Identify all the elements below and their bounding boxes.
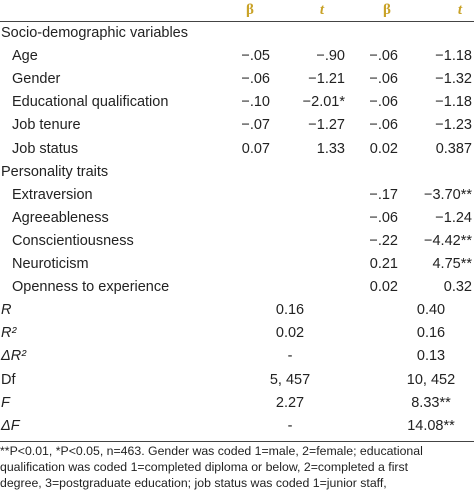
stat-cell: 0.13 xyxy=(416,348,446,365)
stat-label: F xyxy=(1,394,10,411)
cell: −.05 xyxy=(241,48,270,65)
cell: −1.27 xyxy=(308,117,345,134)
cell: 0.21 xyxy=(369,256,398,272)
footnote: degree, 3=postgraduate education; job st… xyxy=(0,476,387,490)
row-label: Neuroticism xyxy=(12,256,89,272)
footer-rule xyxy=(0,441,474,442)
row-label: Educational qualification xyxy=(12,94,169,111)
stat-cell: 2.27 xyxy=(275,394,305,411)
stat-label: R xyxy=(1,302,12,319)
cell: −3.70** xyxy=(424,186,472,203)
cell: −.07 xyxy=(241,117,270,134)
cell: −1.18 xyxy=(435,48,472,65)
stat-cell: 0.40 xyxy=(416,302,446,319)
stat-cell: 8.33** xyxy=(411,394,451,411)
cell: −.06 xyxy=(241,71,270,88)
row-label: Job status xyxy=(12,140,79,157)
cell: 0.32 xyxy=(443,279,472,296)
cell: −.22 xyxy=(369,232,398,249)
cell: −.06 xyxy=(369,117,398,134)
stat-cell: - xyxy=(287,417,293,434)
stat-label: ΔF xyxy=(1,417,20,434)
section-title: Personality traits xyxy=(1,163,109,180)
cell: −1.23 xyxy=(435,117,472,134)
cell: 0.02 xyxy=(369,279,398,296)
cell: 0.07 xyxy=(241,140,270,157)
column-header: t xyxy=(457,2,463,18)
stat-label: Df xyxy=(1,371,16,388)
column-header: β xyxy=(383,2,391,18)
stat-cell: 10, 452 xyxy=(406,371,456,388)
stat-cell: 0.02 xyxy=(275,325,305,342)
cell: −1.24 xyxy=(435,209,472,226)
cell: −2.01* xyxy=(302,94,345,111)
cell: 1.33 xyxy=(316,140,345,157)
cell: 4.75** xyxy=(432,256,472,272)
row-label: Age xyxy=(12,48,38,65)
row-label: Extraversion xyxy=(12,186,93,203)
stat-cell: 0.16 xyxy=(275,302,305,319)
cell: 0.387 xyxy=(435,140,472,157)
stat-cell: - xyxy=(287,348,293,365)
footnote: qualification was coded 1=completed dipl… xyxy=(0,460,409,474)
header-rule xyxy=(0,21,474,22)
cell: −1.21 xyxy=(308,71,345,88)
row-label: Gender xyxy=(12,71,61,88)
cell: −.17 xyxy=(369,186,398,203)
row-label: Agreeableness xyxy=(12,209,109,226)
cell: −.90 xyxy=(316,48,345,65)
footnote: **P<0.01, *P<0.05, n=463. Gender was cod… xyxy=(0,444,423,458)
stat-label: R² xyxy=(1,325,17,342)
section-title: Socio-demographic variables xyxy=(1,25,188,41)
cell: −.10 xyxy=(241,94,270,111)
stat-label: ΔR² xyxy=(1,348,27,365)
stat-cell: 0.16 xyxy=(416,325,446,342)
cell: −1.18 xyxy=(435,94,472,111)
row-label: Job tenure xyxy=(12,117,81,134)
cell: −.06 xyxy=(369,71,398,88)
row-label: Openness to experience xyxy=(12,279,170,296)
column-header: β xyxy=(246,2,254,18)
cell: −.06 xyxy=(369,48,398,65)
cell: −.06 xyxy=(369,209,398,226)
cell: −1.32 xyxy=(435,71,472,88)
cell: −4.42** xyxy=(424,232,472,249)
cell: −.06 xyxy=(369,94,398,111)
row-label: Conscientiousness xyxy=(12,232,134,249)
stat-cell: 5, 457 xyxy=(269,371,311,388)
stat-cell: 14.08** xyxy=(407,417,455,434)
cell: 0.02 xyxy=(369,140,398,157)
column-header: t xyxy=(319,2,325,18)
